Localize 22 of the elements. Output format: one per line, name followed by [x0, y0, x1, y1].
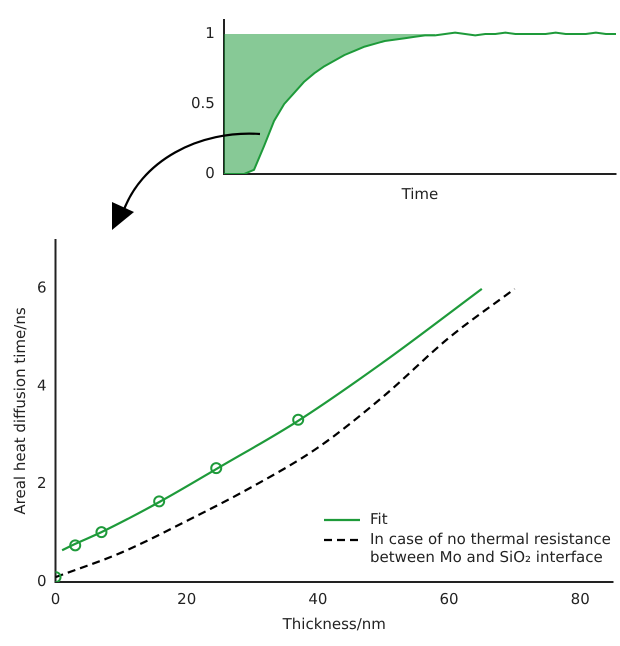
x-tick-label: 80 — [570, 590, 590, 608]
point — [95, 526, 108, 538]
x-axis-title: Thickness/nm — [282, 614, 386, 633]
x-axis-title: Time — [400, 184, 438, 203]
x-tick-label: 20 — [177, 590, 196, 608]
legend-label: Fit — [370, 510, 388, 528]
y-tick-label: 4 — [36, 376, 47, 394]
y-tick-label: 2 — [36, 474, 47, 492]
y-tick-label: 6 — [36, 278, 47, 297]
y-tick-label: 0 — [205, 164, 215, 182]
x-tick-label: 0 — [50, 590, 60, 608]
point — [153, 495, 166, 508]
y-tick-label: 0.5 — [190, 94, 215, 112]
y-tick-label: 0 — [36, 572, 47, 590]
point — [292, 414, 304, 426]
point — [69, 539, 82, 552]
y-axis-title: Areal heat diffusion time/ns — [10, 307, 29, 515]
x-tick-label: 40 — [308, 590, 328, 608]
point — [210, 462, 222, 474]
legend-label: In case of no thermal resistance between Mo and SiO₂ interface — [370, 530, 612, 566]
y-tick-label: 1 — [205, 24, 215, 42]
x-tick-label: 60 — [439, 590, 459, 608]
